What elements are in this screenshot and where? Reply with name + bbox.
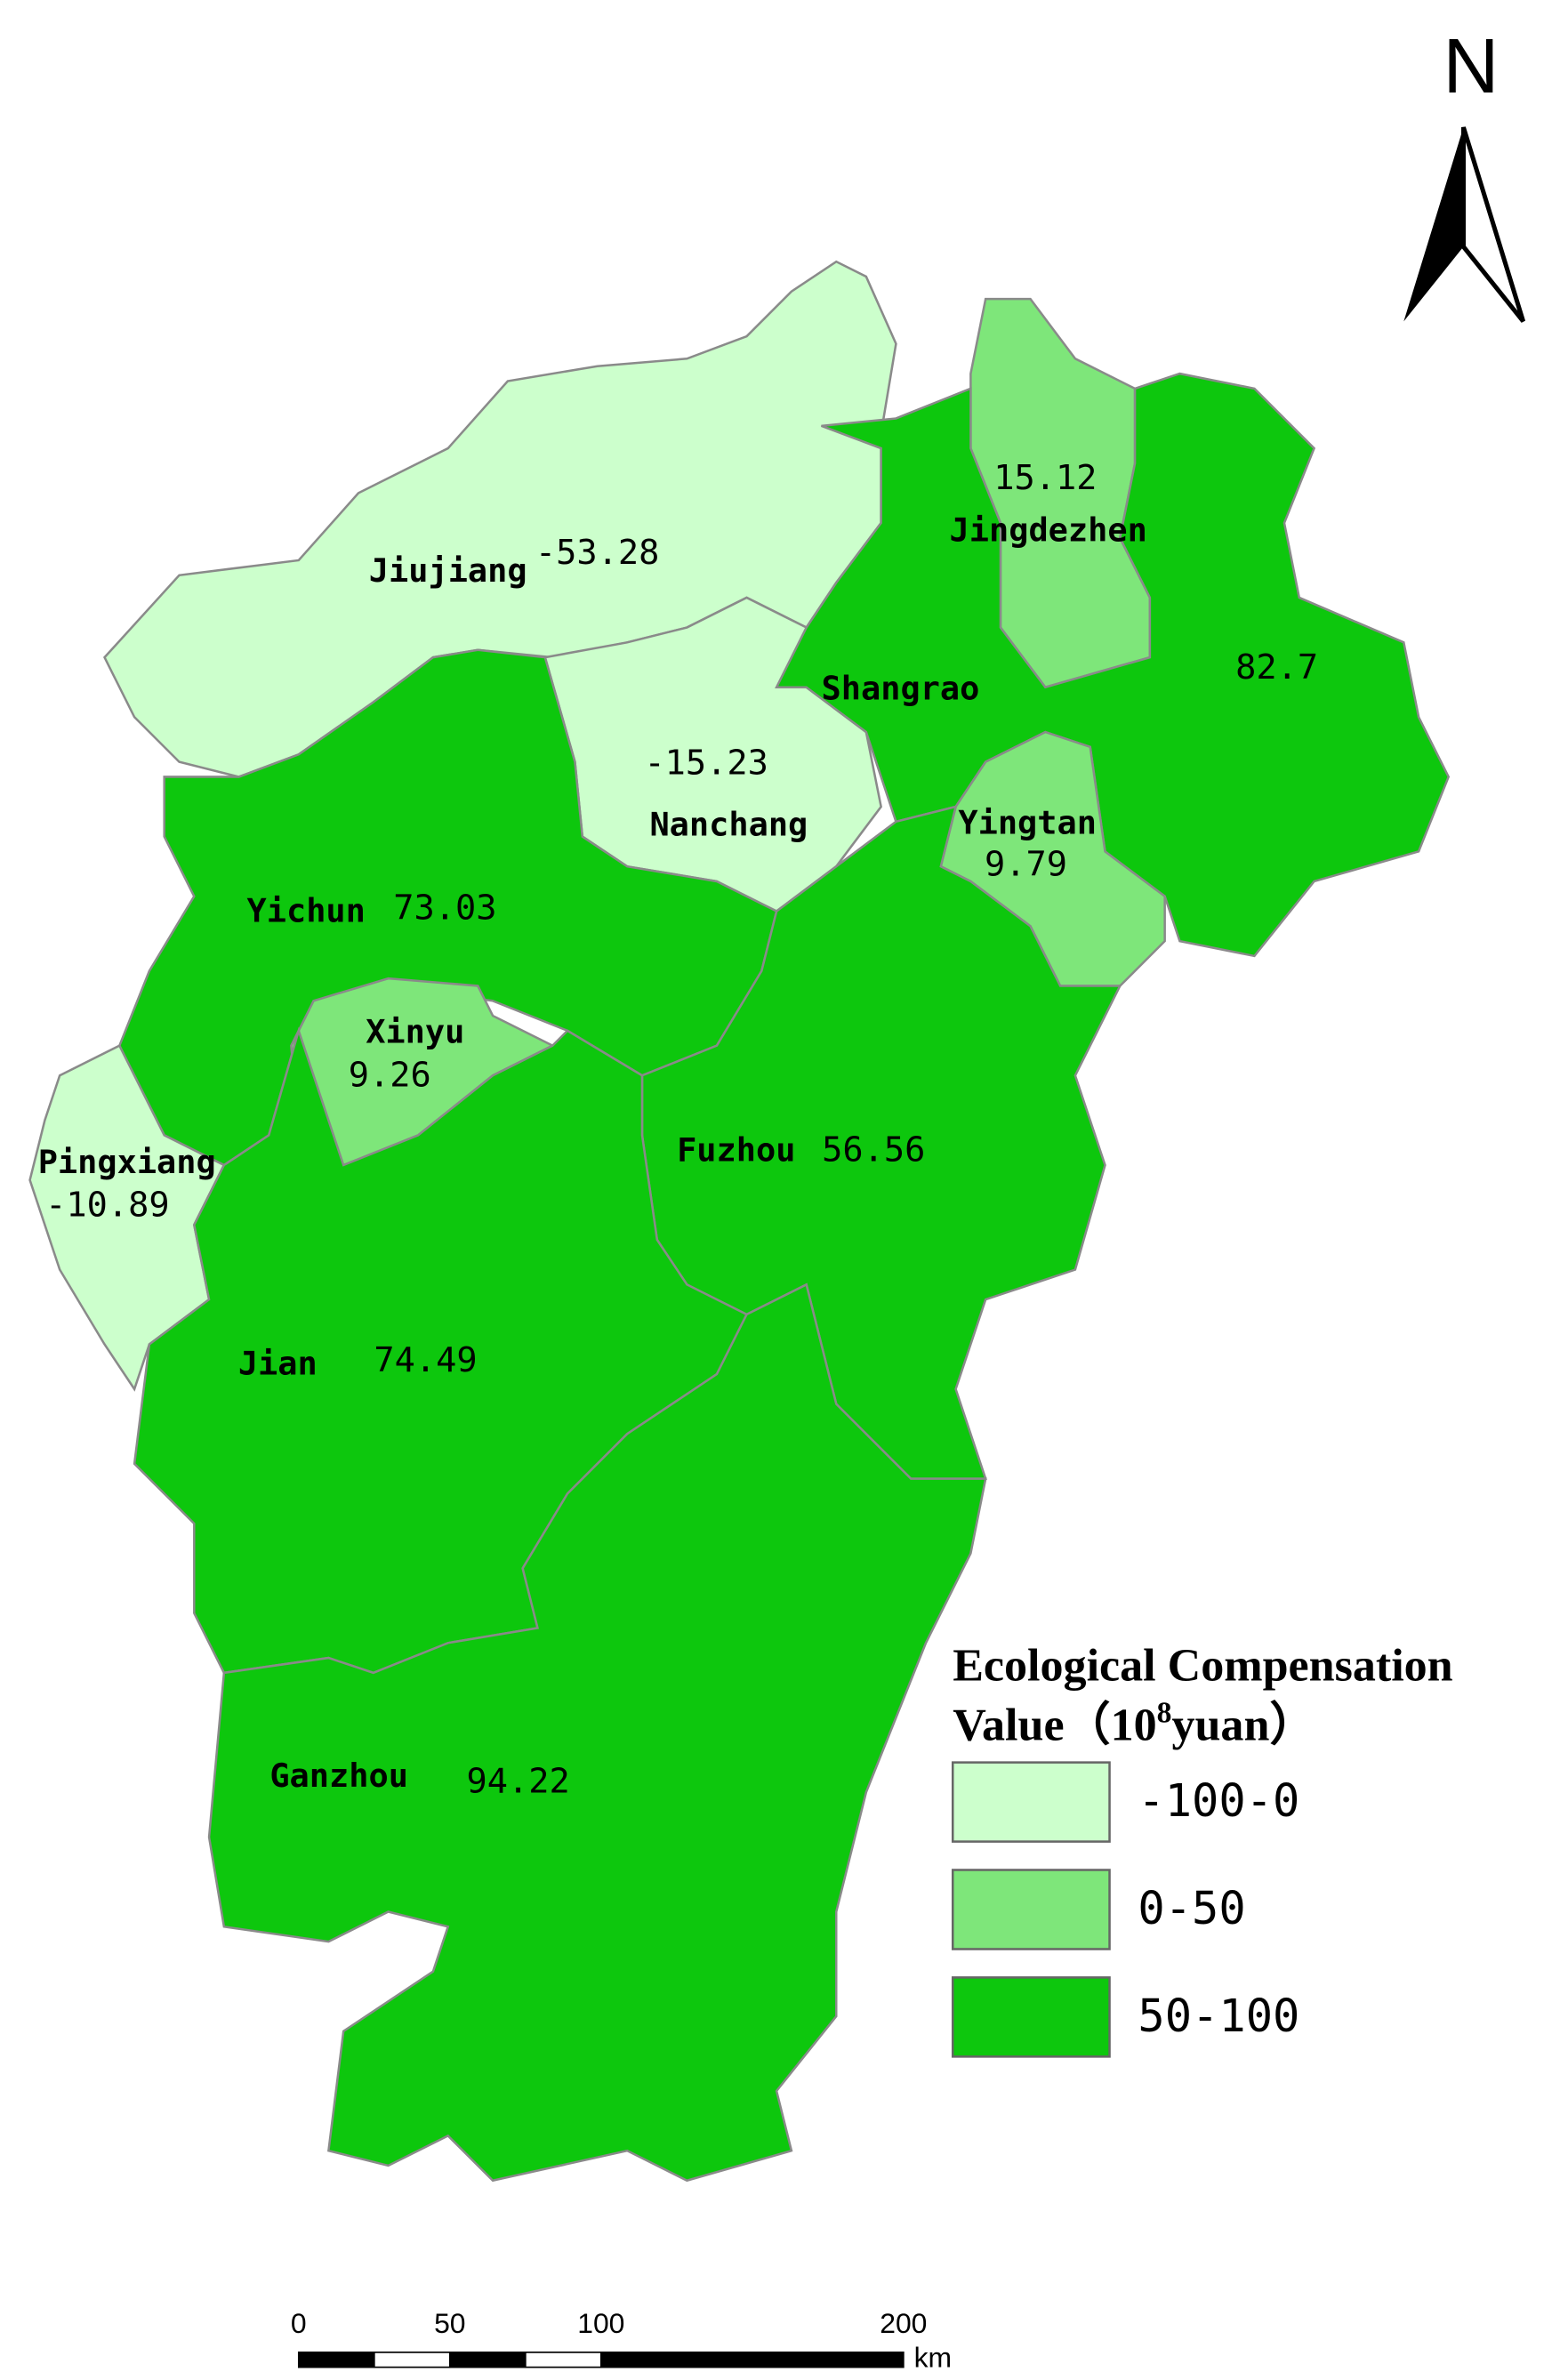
arrow-right	[1460, 126, 1526, 323]
scale-segment	[373, 2351, 451, 2368]
legend-label: 0-50	[1138, 1882, 1245, 1934]
legend-title: Value（108yuan）	[953, 1696, 1315, 1750]
scale-label: 200	[880, 2307, 927, 2339]
legend-label: -100-0	[1138, 1774, 1299, 1827]
legend-title-part: Value（10	[953, 1699, 1156, 1750]
region-value: 15.12	[993, 458, 1097, 498]
legend-swatch	[951, 1761, 1111, 1843]
legend-title: Ecological Compensation	[953, 1640, 1452, 1691]
region-name: Jiujiang	[369, 551, 527, 590]
region-value: 73.03	[393, 888, 496, 928]
region	[207, 1282, 987, 2183]
region-name: Nanchang	[649, 805, 808, 843]
legend-title-part: yuan）	[1171, 1699, 1315, 1750]
region-name: Yichun	[247, 892, 366, 930]
legend: Ecological Compensation Value（108yuan） -…	[951, 1640, 1453, 2058]
scale-segment	[599, 2351, 905, 2368]
north-arrow: N	[1403, 22, 1526, 323]
region-name: Yingtan	[958, 804, 1097, 842]
scale-segment	[524, 2351, 602, 2368]
region-value: 9.26	[349, 1055, 431, 1095]
region-value: -10.89	[45, 1186, 169, 1226]
region-name: Shangrao	[822, 670, 980, 708]
legend-swatch	[951, 1976, 1111, 2058]
region-value: -15.23	[644, 744, 768, 784]
region-value: 9.79	[985, 845, 1067, 885]
scale-unit: km	[914, 2342, 953, 2372]
scale-segment	[297, 2351, 375, 2368]
region-value: 82.7	[1235, 647, 1318, 687]
region-value: 56.56	[822, 1130, 925, 1170]
region-value: 94.22	[467, 1762, 570, 1802]
north-label: N	[1443, 22, 1499, 109]
legend-items: -100-0 0-50 50-100	[951, 1761, 1299, 2058]
scale-label: 0	[291, 2307, 307, 2339]
region-value: 74.49	[374, 1340, 477, 1380]
scale-label: 50	[434, 2307, 465, 2339]
region	[775, 372, 1451, 958]
region-value: -53.28	[535, 533, 659, 573]
arrow-left	[1403, 127, 1464, 322]
region-name: Jingdezhen	[950, 511, 1147, 550]
region-name: Ganzhou	[269, 1757, 408, 1795]
regions	[28, 260, 1451, 2183]
scale-segment	[448, 2351, 527, 2368]
region-name: Pingxiang	[38, 1143, 216, 1181]
region-name: Xinyu	[366, 1013, 464, 1051]
region-name: Jian	[238, 1344, 318, 1382]
legend-label: 50-100	[1138, 1990, 1299, 2042]
legend-title-sup: 8	[1157, 1696, 1172, 1729]
region-name: Fuzhou	[677, 1130, 795, 1169]
legend-swatch	[951, 1869, 1111, 1950]
labels: Jiujiang -53.28 Nanchang -15.23 Jingdezhen 15…	[38, 458, 1318, 1802]
scale-label: 100	[577, 2307, 624, 2339]
